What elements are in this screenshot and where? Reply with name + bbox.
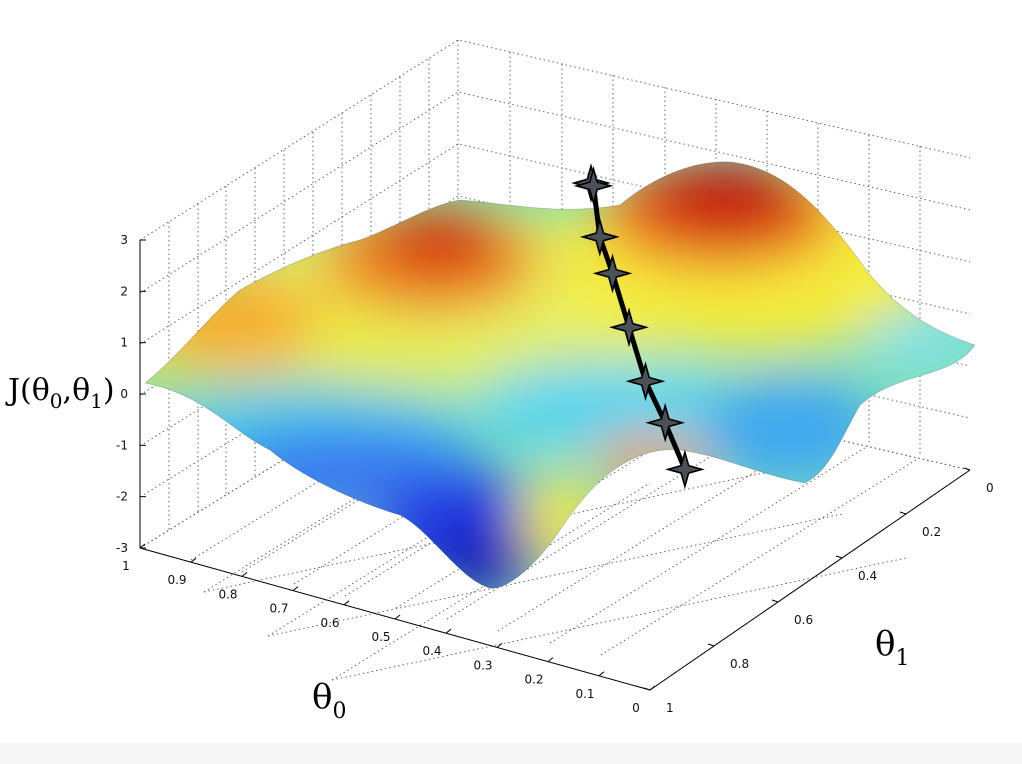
y-tick-mark [835, 555, 843, 559]
z-tick-label: 2 [120, 284, 128, 298]
z-axis-label: J(θ0,θ1) [5, 373, 115, 413]
y-tick-mark [707, 643, 715, 647]
path-step-marker [664, 449, 705, 490]
x-tick-mark [292, 586, 299, 591]
y-axis-label: θ1 [875, 624, 909, 671]
x-tick-mark [343, 600, 350, 606]
x-tick-mark [598, 671, 605, 677]
path-step-marker [645, 402, 686, 443]
x-tick-label: 0.5 [371, 630, 390, 644]
x-tick-mark [445, 628, 452, 634]
y-tick-label: 0.2 [922, 525, 941, 539]
y-tick-label: 1 [666, 701, 674, 715]
x-tick-mark [649, 685, 656, 691]
y-tick-mark [963, 467, 971, 471]
path-step-marker [625, 361, 666, 402]
z-tick-label: -1 [116, 438, 128, 452]
x-tick-mark [547, 657, 554, 662]
x-tick-label: 0 [632, 701, 640, 715]
x-tick-label: 0.7 [269, 602, 288, 616]
z-tick-label: -2 [116, 490, 128, 504]
z-tick-label: -3 [116, 541, 128, 555]
x-tick-mark [241, 572, 248, 577]
x-tick-label: 0.2 [524, 673, 543, 687]
x-tick-label: 0.8 [218, 587, 237, 601]
x-tick-mark [394, 614, 401, 620]
z-tick-label: 0 [120, 387, 128, 401]
path-step-marker [609, 307, 649, 348]
z-tick-label: 3 [120, 233, 128, 247]
y-tick-label: 0 [986, 481, 994, 495]
y-tick-mark [643, 687, 651, 691]
gradient-descent-path [571, 163, 705, 490]
x-tick-label: 0.1 [575, 687, 594, 701]
z-tick-label: 1 [120, 336, 128, 350]
y-tick-mark [771, 599, 779, 603]
y-tick-mark [899, 511, 907, 515]
x-tick-label: 0.9 [167, 573, 186, 587]
x-axis-label: θ0 [312, 677, 346, 724]
y-tick-label: 0.4 [858, 569, 877, 583]
y-tick-label: 0.8 [730, 657, 749, 671]
path-step-marker [573, 165, 614, 206]
path-step-marker [579, 216, 620, 257]
x-tick-mark [190, 557, 197, 563]
y-tick-label: 0.6 [794, 613, 813, 627]
x-tick-label: 0.3 [473, 658, 492, 672]
path-step-marker [592, 253, 633, 294]
bottom-strip [0, 742, 1022, 764]
axis-ticks: 3 2 1 0 -1 -2 -3 1 0.9 0.8 0.7 0.6 0.5 0.4 0.3 0.2 0.1 0 0… [116, 233, 994, 715]
x-tick-mark [496, 643, 503, 648]
x-tick-mark [139, 543, 146, 549]
x-tick-label: 0.6 [320, 616, 339, 630]
x-tick-label: 0.4 [422, 644, 441, 658]
x-tick-label: 1 [122, 559, 130, 573]
cost-surface [143, 161, 976, 589]
